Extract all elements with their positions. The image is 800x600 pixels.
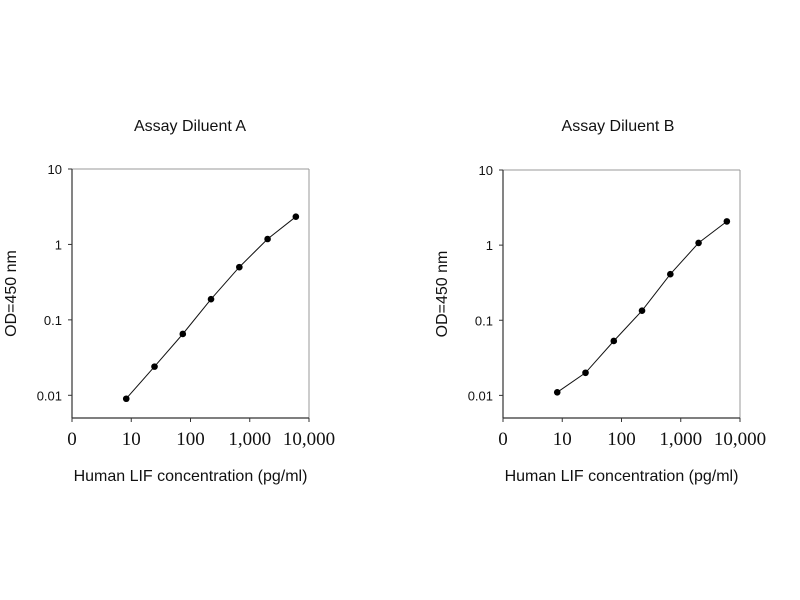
y-tick-label: 0.01 [468, 388, 493, 403]
x-tick-label: 0 [67, 429, 77, 450]
data-point [179, 330, 187, 338]
data-point [695, 239, 702, 247]
x-axis-label: Human LIF concentration (pg/ml) [74, 468, 308, 485]
y-tick-label: 10 [479, 163, 493, 178]
x-tick-label: 1,000 [659, 429, 702, 450]
x-tick-label: 10,000 [283, 429, 335, 450]
data-point [723, 218, 731, 225]
data-point [638, 307, 646, 315]
y-axis-label: OD=450 nm [3, 250, 20, 337]
y-tick-label: 0.1 [44, 313, 62, 328]
chart-title: Assay Diluent B [562, 118, 675, 135]
data-point [667, 270, 674, 278]
data-point [292, 213, 300, 221]
data-point [610, 337, 618, 345]
x-tick-label: 0 [498, 429, 508, 450]
data-point [582, 369, 589, 377]
x-tick-label: 10 [553, 429, 572, 450]
y-tick-label: 10 [48, 162, 62, 177]
x-tick-label: 10 [122, 429, 141, 450]
y-tick-label: 1 [486, 238, 493, 253]
data-point [151, 363, 158, 370]
series-line [556, 221, 728, 393]
data-point [122, 395, 130, 403]
y-tick-label: 1 [55, 237, 62, 252]
y-axis-label: OD=450 nm [434, 251, 451, 338]
series-line [125, 216, 297, 400]
x-axis-label: Human LIF concentration (pg/ml) [505, 468, 739, 485]
y-tick-label: 0.1 [475, 313, 493, 328]
x-tick-label: 100 [176, 429, 205, 450]
data-point [236, 263, 243, 271]
data-point [207, 295, 215, 303]
x-tick-label: 10,000 [714, 429, 766, 450]
x-tick-label: 100 [607, 429, 636, 450]
data-point [264, 235, 271, 243]
y-tick-label: 0.01 [37, 388, 62, 403]
chart-title: Assay Diluent A [134, 118, 246, 135]
data-point [553, 388, 561, 396]
x-tick-label: 1,000 [228, 429, 271, 450]
